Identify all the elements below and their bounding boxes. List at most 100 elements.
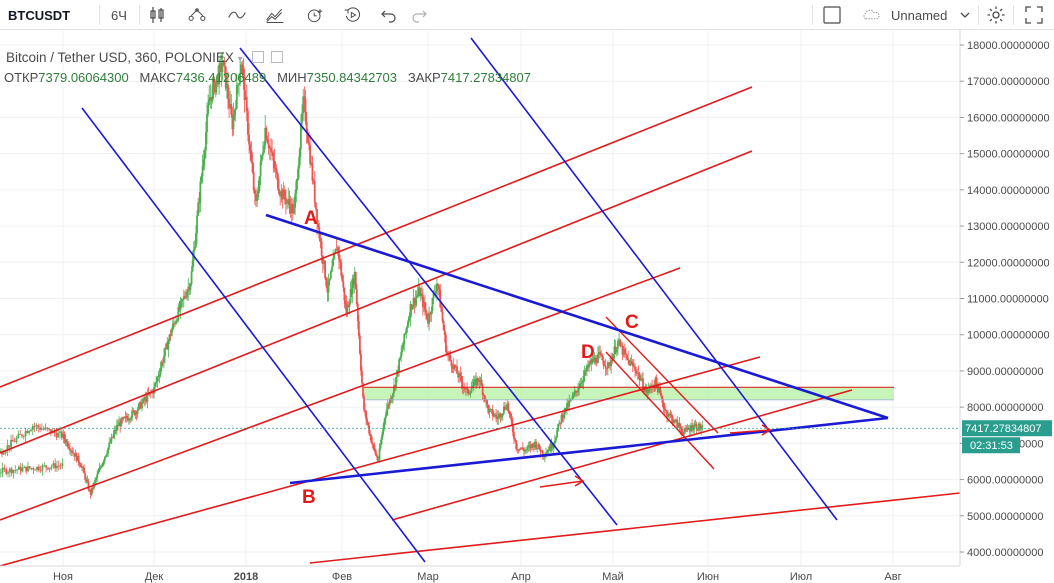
candle-body (608, 362, 610, 364)
candle-body (627, 358, 630, 361)
candle (343, 287, 346, 309)
candle (107, 447, 110, 457)
legend-chevron-icon[interactable]: ▾ (237, 54, 243, 65)
candle-body (560, 414, 563, 424)
candle-body (1, 467, 4, 473)
settings-small-icon[interactable] (271, 51, 284, 63)
candle (579, 378, 582, 389)
replay-icon[interactable] (338, 0, 368, 30)
candle-body (476, 378, 479, 386)
candle (115, 419, 118, 436)
candle-body (66, 441, 69, 447)
time-tick-label: Дек (145, 571, 164, 583)
candle (125, 412, 128, 423)
price-tick-label: 17000.00000000 (967, 76, 1050, 88)
price-chart[interactable]: A B C D 4000.00000000 5000.00000000 6000.0000… (0, 30, 1054, 583)
candle-body (131, 410, 134, 418)
candles-icon[interactable] (144, 0, 170, 30)
candle-body (219, 62, 222, 65)
candle-body (384, 415, 387, 419)
candle-body (442, 320, 445, 331)
candle-body (316, 209, 318, 225)
candle (90, 487, 93, 497)
candle-body (72, 452, 75, 454)
candle (505, 405, 508, 411)
candle-body (106, 453, 108, 456)
candle-body (559, 422, 562, 424)
alert-icon[interactable] (300, 0, 330, 30)
candle-body (141, 402, 143, 409)
candle (197, 197, 200, 217)
candle-body (377, 459, 380, 461)
gear-icon[interactable] (982, 0, 1010, 30)
candle-body (56, 465, 58, 469)
candle-body (398, 359, 401, 372)
candle (304, 89, 307, 125)
candle (340, 258, 343, 279)
candle (242, 58, 245, 90)
candle-body (687, 429, 690, 430)
candle-body (90, 487, 93, 495)
candle (535, 438, 537, 451)
candle (257, 180, 260, 201)
symbol-description[interactable]: Bitcoin / Tether USD, 360, POLONIEX (6, 50, 234, 65)
candle-body (612, 354, 615, 362)
cloud-icon[interactable] (856, 0, 886, 30)
candle (664, 405, 667, 414)
candle-body (233, 110, 236, 115)
symbol-button[interactable]: BTCUSDT (8, 7, 71, 23)
candle (625, 347, 627, 361)
candle (178, 300, 181, 313)
undo-icon[interactable] (376, 0, 402, 30)
candle-body (13, 441, 16, 443)
candle-body (297, 164, 300, 179)
candle-body (309, 144, 312, 165)
fullscreen-icon[interactable] (1020, 0, 1048, 30)
candle (110, 433, 113, 445)
candle (225, 73, 228, 99)
candle-body (428, 313, 431, 324)
candle-body (617, 341, 619, 349)
candle-body (528, 445, 531, 447)
candle (638, 371, 641, 386)
candle (166, 337, 169, 350)
candle-body (310, 162, 313, 165)
interval-button[interactable]: 6Ч (111, 7, 127, 23)
candle (21, 463, 24, 473)
candle-body (217, 75, 219, 85)
close-label: ЗАКР (407, 70, 441, 85)
candle-body (102, 460, 105, 463)
candle-body (209, 97, 212, 100)
indicators-icon[interactable] (182, 0, 212, 30)
candle-body (354, 272, 357, 289)
candle (253, 187, 256, 206)
chevron-down-icon[interactable] (955, 0, 975, 30)
candle-body (240, 64, 243, 74)
candle (383, 417, 386, 430)
candle (276, 172, 279, 191)
candle (497, 410, 500, 426)
layout-name[interactable]: Unnamed (891, 7, 948, 23)
candle (407, 315, 410, 328)
candle-body (582, 375, 585, 382)
candle-body (680, 428, 683, 433)
candle-body (304, 98, 307, 122)
redo-icon[interactable] (406, 0, 432, 30)
candle (235, 73, 238, 110)
chart-legend: Bitcoin / Tether USD, 360, POLONIEX ▾ (6, 50, 284, 65)
compare-icon[interactable] (260, 0, 290, 30)
candle (371, 437, 374, 449)
line-icon[interactable] (222, 0, 252, 30)
candle-body (440, 307, 443, 312)
candle (30, 467, 33, 471)
eye-icon[interactable] (252, 51, 265, 63)
candle (347, 301, 350, 308)
candle (504, 401, 506, 411)
checkbox-icon[interactable] (819, 0, 845, 30)
candle-body (178, 307, 181, 310)
candle-body (134, 411, 137, 416)
candle (234, 100, 237, 122)
candle (309, 134, 312, 169)
candle (56, 460, 58, 473)
candle-body (59, 465, 62, 467)
